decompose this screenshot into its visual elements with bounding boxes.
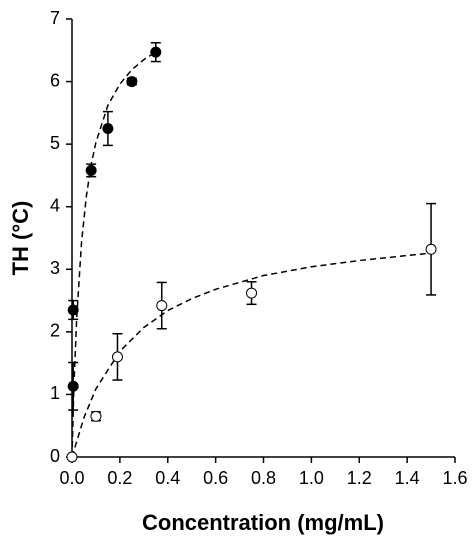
fit-curve: [71, 51, 157, 458]
data-point: [102, 123, 114, 134]
data-point: [111, 351, 123, 363]
x-tick-label: 0.6: [203, 468, 228, 488]
x-tick-label: 1.2: [347, 468, 372, 488]
data-point: [67, 380, 79, 392]
x-tick-label: 0.8: [251, 468, 276, 488]
x-tick-label: 0.4: [155, 468, 180, 488]
data-point: [85, 164, 97, 176]
y-tick-label: 7: [50, 8, 60, 28]
y-tick-label: 1: [50, 383, 60, 403]
x-axis-title: Concentration (mg/mL): [142, 510, 384, 535]
fit-curve: [71, 252, 432, 458]
y-tick-label: 4: [50, 195, 60, 215]
x-tick-label: 1.4: [395, 468, 420, 488]
data-point: [425, 243, 437, 255]
data-point: [150, 46, 162, 58]
x-tick-label: 0.0: [59, 468, 84, 488]
x-tick-label: 0.2: [107, 468, 132, 488]
data-point: [66, 451, 78, 463]
y-tick-label: 2: [50, 321, 60, 341]
x-tick-label: 1.6: [442, 468, 467, 488]
y-tick-label: 3: [50, 258, 60, 278]
y-axis-title: TH (°C): [8, 201, 33, 276]
data-point: [90, 410, 102, 422]
data-point: [126, 76, 138, 88]
data-point: [246, 287, 258, 299]
y-tick-label: 0: [50, 446, 60, 466]
data-point: [67, 304, 79, 316]
y-tick-label: 6: [50, 70, 60, 90]
y-tick-label: 5: [50, 133, 60, 153]
x-tick-label: 1.0: [299, 468, 324, 488]
data-point: [156, 300, 168, 312]
